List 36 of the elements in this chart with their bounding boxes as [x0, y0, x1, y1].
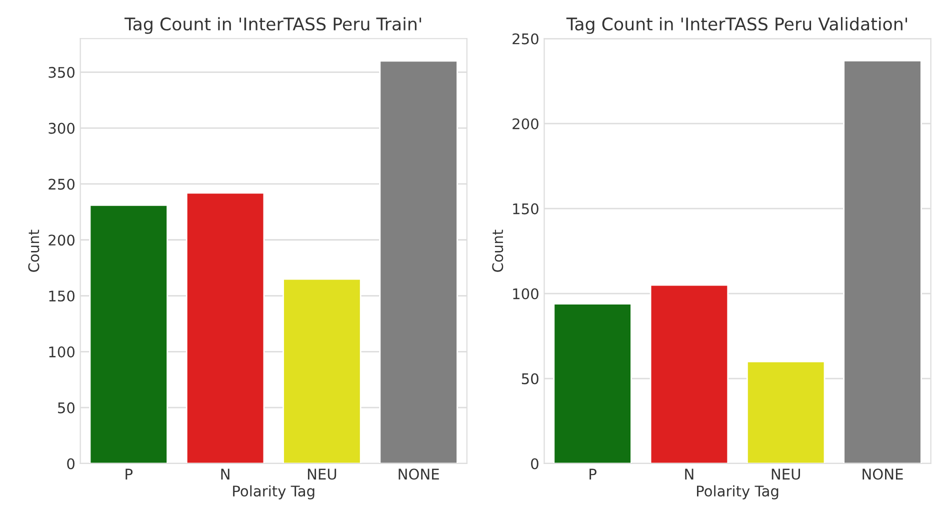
y-tick-label: 100 [49, 346, 74, 358]
y-tick-label: 0 [67, 458, 74, 470]
y-tick-label: 50 [522, 373, 538, 384]
y-tick-label: 150 [513, 203, 538, 214]
x-tick-label: NEU [772, 468, 800, 480]
x-tick-label: P [590, 468, 596, 480]
x-axis-title: Polarity Tag [233, 485, 314, 500]
y-tick-label: 300 [48, 122, 74, 134]
chart-title: Tag Count in 'InterTASS Peru Train' [124, 17, 422, 34]
bar [746, 360, 826, 464]
y-tick-label: 250 [512, 33, 538, 44]
y-tick-label: 350 [48, 66, 74, 78]
bar [282, 278, 362, 464]
y-tick-label: 200 [512, 118, 538, 130]
x-tick-label: NONE [398, 468, 439, 480]
bar [89, 204, 168, 464]
bar [186, 192, 265, 464]
bar [553, 303, 632, 464]
y-axis-title: Count [492, 230, 504, 272]
y-tick-label: 50 [58, 402, 74, 414]
x-tick-label: N [685, 468, 694, 480]
bar [650, 284, 729, 464]
x-tick-label: P [126, 468, 133, 480]
x-tick-label: NEU [308, 468, 336, 480]
y-tick-label: 200 [48, 234, 74, 246]
chart-title: Tag Count in 'InterTASS Peru Validation' [566, 17, 907, 34]
y-tick-label: 0 [531, 458, 538, 470]
bar [379, 60, 458, 464]
bar [843, 60, 922, 464]
y-axis-title: Count [28, 230, 40, 272]
y-tick-label: 150 [49, 290, 74, 302]
y-tick-label: 100 [513, 288, 538, 300]
x-tick-label: N [221, 468, 230, 480]
y-tick-label: 250 [48, 178, 74, 190]
x-axis-title: Polarity Tag [697, 485, 778, 500]
x-tick-label: NONE [862, 468, 903, 480]
